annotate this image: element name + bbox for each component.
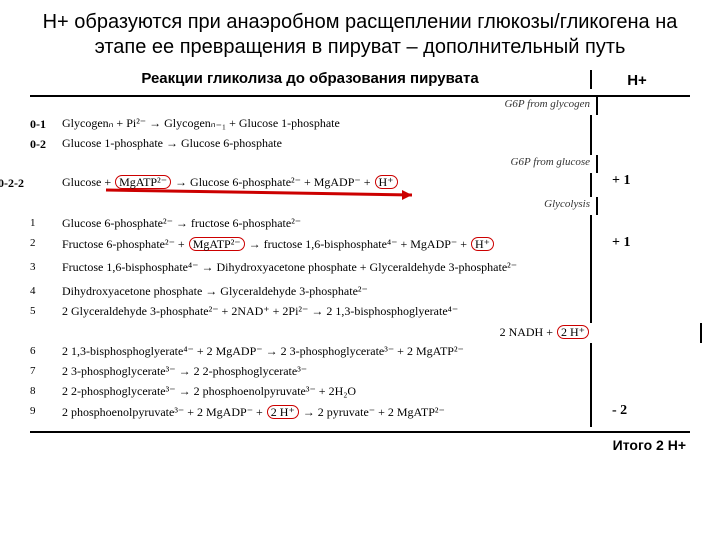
label-g6p-glycogen: G6P from glycogen — [62, 97, 596, 115]
table-row: 0-2-2 Glucose + MgATP²⁻ → Glucose 6-phos… — [30, 173, 690, 197]
row-num: 0-1 — [30, 115, 62, 135]
table-body: G6P from glycogen 0-1 Glycogenₙ + Pi²⁻ →… — [30, 97, 690, 427]
table-row: 2 Fructose 6-phosphate²⁻ + MgATP²⁻ → fru… — [30, 235, 690, 259]
section-glycogen: G6P from glycogen — [30, 97, 690, 115]
row-num: 1 — [30, 215, 62, 235]
row-num: 3 — [30, 259, 62, 283]
reaction-fragment: 2 NADH + — [500, 325, 556, 339]
reaction-text: Glucose + MgATP²⁻ → Glucose 6-phosphate²… — [62, 173, 590, 197]
reaction-text: 2 1,3-bisphosphoglyerate⁴⁻ + 2 MgADP⁻ → … — [62, 343, 590, 363]
table-header: Реакции гликолиза до образования пируват… — [30, 68, 690, 97]
row-num: 0-2-2 — [0, 176, 24, 191]
row-num: 5 — [30, 303, 62, 323]
circled-hplus: 2 H⁺ — [557, 325, 589, 339]
reaction-fragment: 2 phosphoenolpyruvate³⁻ + 2 MgADP⁻ + — [62, 405, 266, 419]
table-row: 9 2 phosphoenolpyruvate³⁻ + 2 MgADP⁻ + 2… — [30, 403, 690, 427]
total-row: Итого 2 Н+ — [30, 431, 690, 453]
reaction-text: Dihydroxyacetone phosphate → Glyceraldeh… — [62, 283, 590, 303]
table-row: 4 Dihydroxyacetone phosphate → Glycerald… — [30, 283, 690, 303]
glycolysis-table: Реакции гликолиза до образования пируват… — [30, 68, 690, 453]
reaction-text: 2 3-phosphoglycerate³⁻ → 2 2-phosphoglyc… — [62, 363, 590, 383]
circled-hplus: H⁺ — [471, 237, 494, 251]
hdr-text-2: пирувата — [410, 70, 479, 87]
reaction-text: Glucose 1-phosphate → Glucose 6-phosphat… — [62, 135, 590, 155]
page-title: Н+ образуются при анаэробном расщеплении… — [30, 10, 690, 60]
header-hplus: H+ — [590, 70, 682, 89]
row-num: 7 — [30, 363, 62, 383]
table-row: 6 2 1,3-bisphosphoglyerate⁴⁻ + 2 MgADP⁻ … — [30, 343, 690, 363]
table-row: 5 2 Glyceraldehyde 3-phosphate²⁻ + 2NAD⁺… — [30, 303, 690, 323]
section-glucose: G6P from glucose — [30, 155, 690, 173]
reaction-text: Glycogenₙ + Pi²⁻ → Glycogenₙ₋₁ + Glucose… — [62, 115, 590, 135]
row-num: 4 — [30, 283, 62, 303]
table-row: 1 Glucose 6-phosphate²⁻ → fructose 6-pho… — [30, 215, 690, 235]
hplus-value: + 2 — [700, 323, 720, 343]
label-g6p-glucose: G6P from glucose — [62, 155, 596, 173]
reaction-text: Fructose 1,6-bisphosphate⁴⁻ → Dihydroxya… — [62, 259, 590, 283]
row-num: 2 — [30, 235, 62, 259]
row-num: 9 — [30, 403, 62, 427]
table-row: 0-1 Glycogenₙ + Pi²⁻ → Glycogenₙ₋₁ + Glu… — [30, 115, 690, 135]
table-row: 8 2 2-phosphoglycerate³⁻ → 2 phosphoenol… — [30, 383, 690, 403]
row-num: 8 — [30, 383, 62, 403]
reaction-text: 2 Glyceraldehyde 3-phosphate²⁻ + 2NAD⁺ +… — [62, 303, 590, 323]
circled-hplus: 2 H⁺ — [267, 405, 299, 419]
circled-hplus: H⁺ — [375, 175, 398, 189]
reaction-text: 2 2-phosphoglycerate³⁻ → 2 phosphoenolpy… — [62, 383, 590, 403]
reaction-text: Fructose 6-phosphate²⁻ + MgATP²⁻ → fruct… — [62, 235, 590, 259]
hplus-value: + 1 — [590, 173, 702, 197]
circled-mgatp: MgATP²⁻ — [115, 175, 171, 189]
reaction-fragment: Fructose 6-phosphate²⁻ + — [62, 237, 188, 251]
table-row: 7 2 3-phosphoglycerate³⁻ → 2 2-phosphogl… — [30, 363, 690, 383]
hdr-text-1: Реакции гликолиза до образования — [141, 70, 406, 87]
reaction-fragment: → Glucose 6-phosphate²⁻ + MgADP⁻ + — [172, 175, 373, 189]
reaction-text: 2 NADH + 2 H⁺ — [62, 323, 700, 343]
section-glycolysis: Glycolysis — [30, 197, 690, 215]
label-glycolysis: Glycolysis — [62, 197, 596, 215]
reaction-fragment: → 2 pyruvate⁻ + 2 MgATP²⁻ — [300, 405, 445, 419]
reaction-fragment: Glucose + — [62, 175, 114, 189]
reaction-text: Glucose 6-phosphate²⁻ → fructose 6-phosp… — [62, 215, 590, 235]
row-num: 0-2 — [30, 135, 62, 155]
table-row: 2 NADH + 2 H⁺ + 2 — [30, 323, 690, 343]
header-reactions: Реакции гликолиза до образования пируват… — [30, 70, 590, 89]
reaction-text: 2 phosphoenolpyruvate³⁻ + 2 MgADP⁻ + 2 H… — [62, 403, 590, 427]
hplus-value: + 1 — [590, 235, 702, 259]
reaction-fragment: → fructose 1,6-bisphosphate⁴⁻ + MgADP⁻ + — [246, 237, 470, 251]
circled-mgatp: MgATP²⁻ — [189, 237, 245, 251]
table-row: 0-2 Glucose 1-phosphate → Glucose 6-phos… — [30, 135, 690, 155]
table-row: 3 Fructose 1,6-bisphosphate⁴⁻ → Dihydrox… — [30, 259, 690, 283]
hplus-value: - 2 — [590, 403, 702, 427]
row-num: 6 — [30, 343, 62, 363]
